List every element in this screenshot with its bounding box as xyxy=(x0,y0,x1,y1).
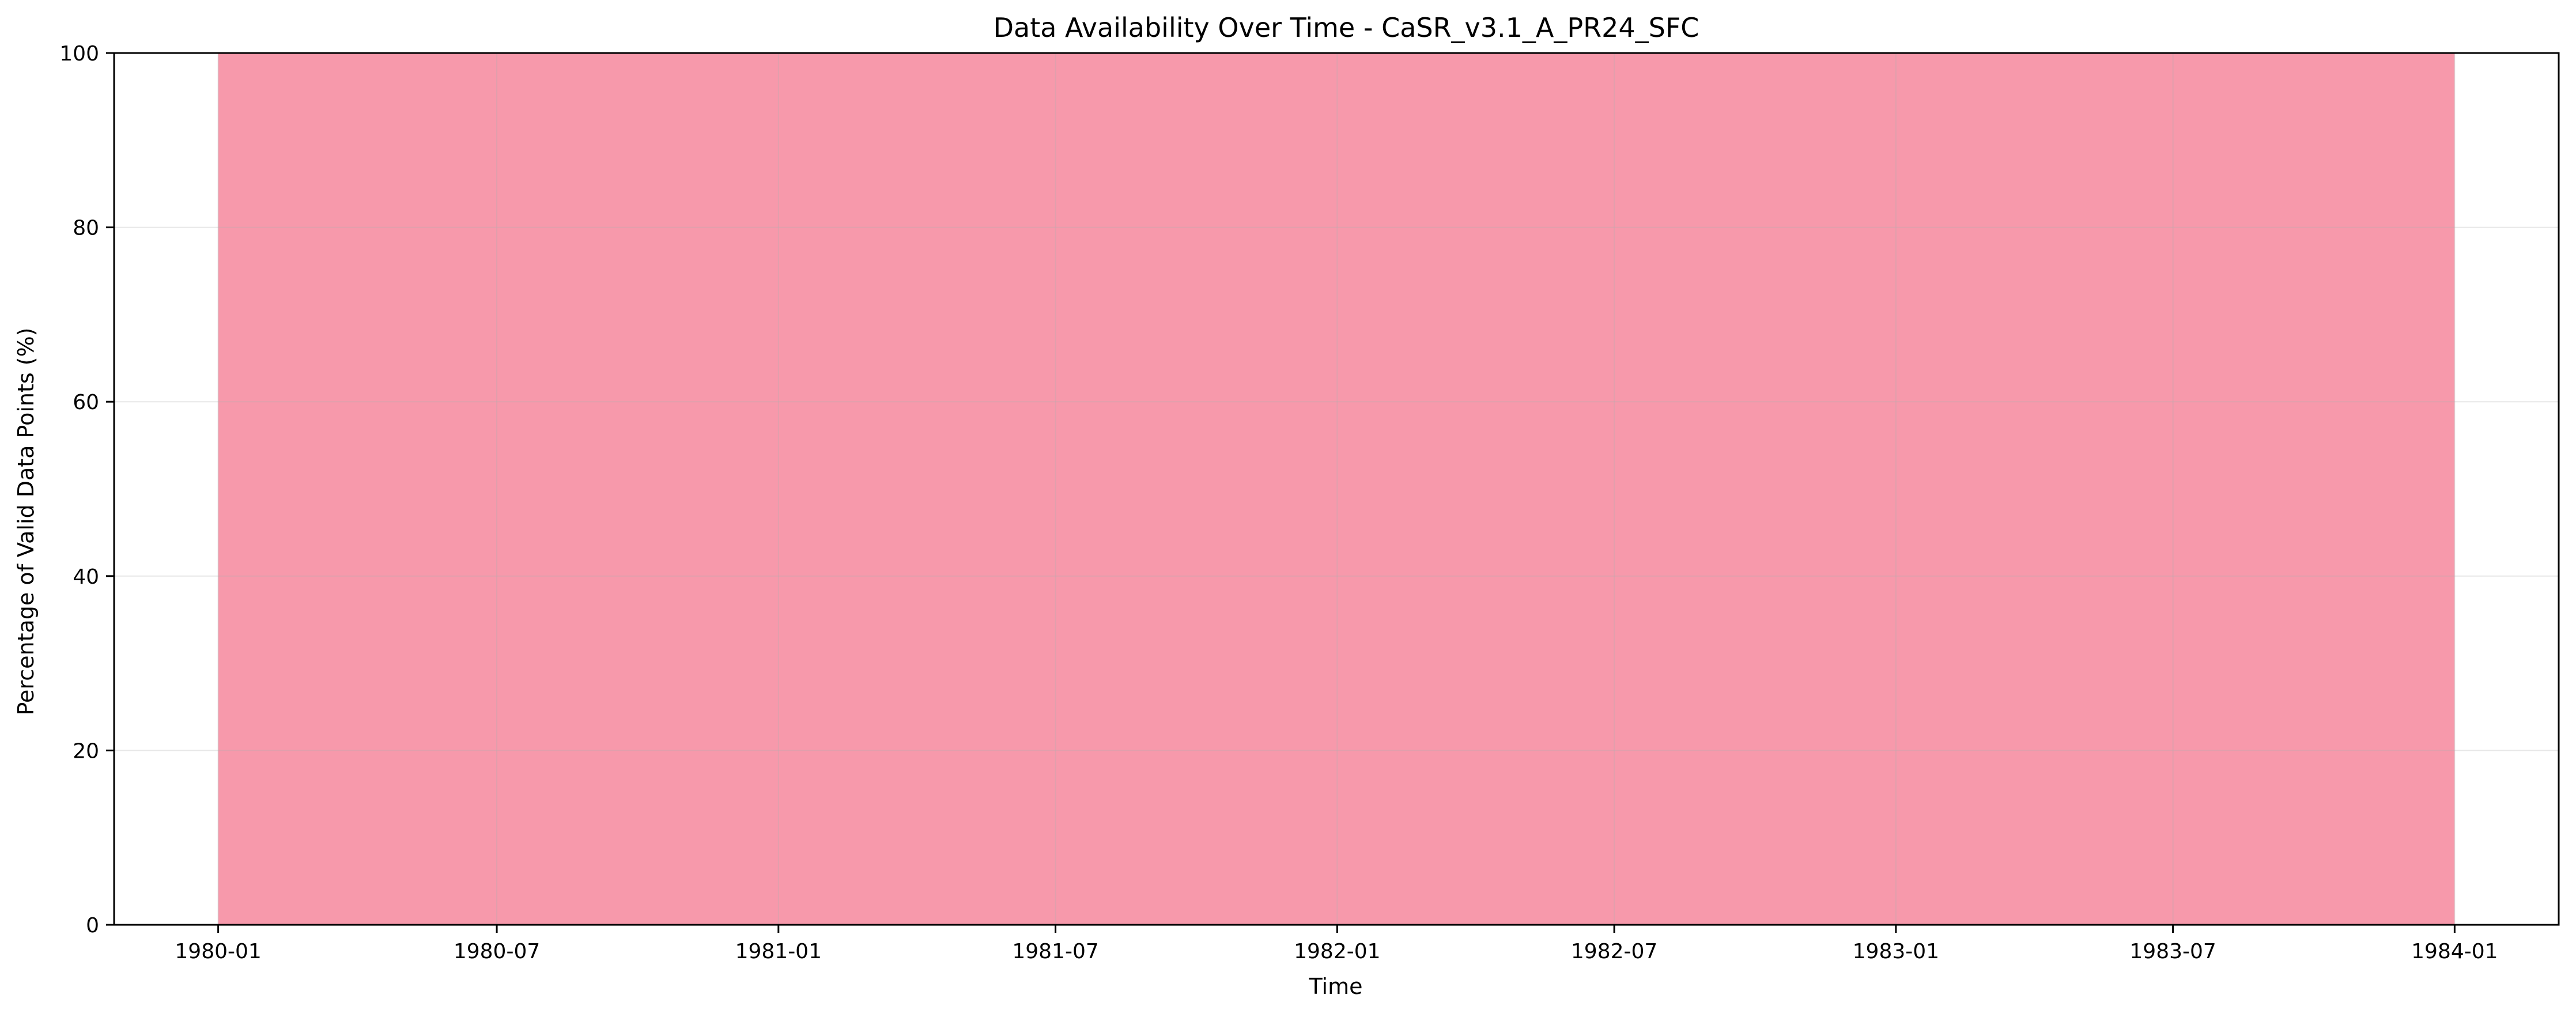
x-tick-label: 1981-01 xyxy=(735,940,822,963)
y-tick-label: 100 xyxy=(59,42,99,66)
y-tick-label: 40 xyxy=(73,565,99,589)
x-axis: 1980-01 1980-07 1981-01 1981-07 1982-01 1982-… xyxy=(175,925,2498,963)
x-tick-label: 1980-07 xyxy=(454,940,540,963)
x-axis-title: Time xyxy=(1309,974,1363,999)
x-tick-label: 1983-01 xyxy=(1853,940,1939,963)
chart-title: Data Availability Over Time - CaSR_v3.1_… xyxy=(994,12,1699,43)
y-tick-label: 0 xyxy=(86,914,99,937)
y-tick-label: 80 xyxy=(73,217,99,240)
x-tick-label: 1982-07 xyxy=(1571,940,1657,963)
x-tick-label: 1980-01 xyxy=(175,940,261,963)
y-tick-label: 60 xyxy=(73,391,99,414)
x-tick-label: 1982-01 xyxy=(1294,940,1380,963)
x-tick-label: 1981-07 xyxy=(1012,940,1098,963)
x-tick-label: 1983-07 xyxy=(2129,940,2216,963)
y-tick-label: 20 xyxy=(73,739,99,763)
y-axis: 0 20 40 60 80 100 xyxy=(59,42,114,937)
x-tick-label: 1984-01 xyxy=(2411,940,2498,963)
plot-area xyxy=(113,52,2560,926)
y-axis-title: Percentage of Valid Data Points (%) xyxy=(13,328,39,716)
area-series-0 xyxy=(218,53,2455,925)
